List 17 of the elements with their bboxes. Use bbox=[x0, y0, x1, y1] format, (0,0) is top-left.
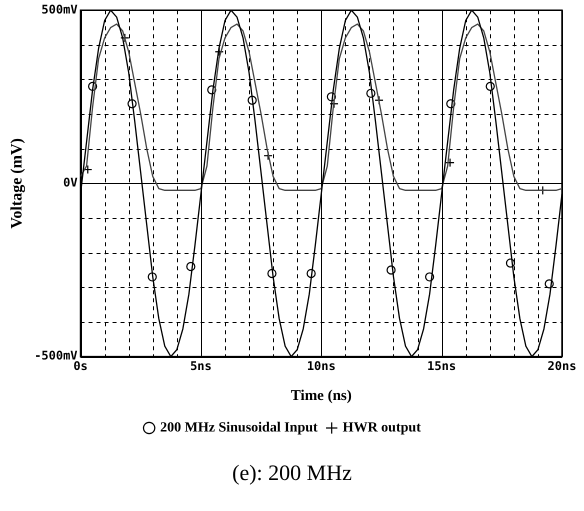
point bbox=[120, 33, 130, 43]
legend-label: HWR output bbox=[342, 420, 422, 436]
x-tick-label: 5ns bbox=[190, 358, 212, 373]
text: (e): 200 MHz bbox=[231, 460, 353, 486]
y-tick-label: 500mV bbox=[41, 2, 78, 16]
point bbox=[445, 158, 455, 168]
x-tick-label: 15ns bbox=[427, 358, 456, 373]
x-axis-title: Time (ns) bbox=[290, 388, 352, 404]
x-tick-label: 10ns bbox=[306, 358, 336, 373]
point bbox=[214, 47, 224, 56]
y-tick-label: 0V bbox=[63, 176, 78, 190]
x-tick-label: 0s bbox=[73, 358, 88, 373]
point bbox=[374, 96, 384, 105]
y-axis-title: Voltage (mV) bbox=[8, 138, 26, 229]
point bbox=[83, 164, 92, 174]
x-tick-label: 20ns bbox=[548, 358, 576, 373]
legend-label: 200 MHz Sinusoidal Input bbox=[160, 420, 318, 436]
